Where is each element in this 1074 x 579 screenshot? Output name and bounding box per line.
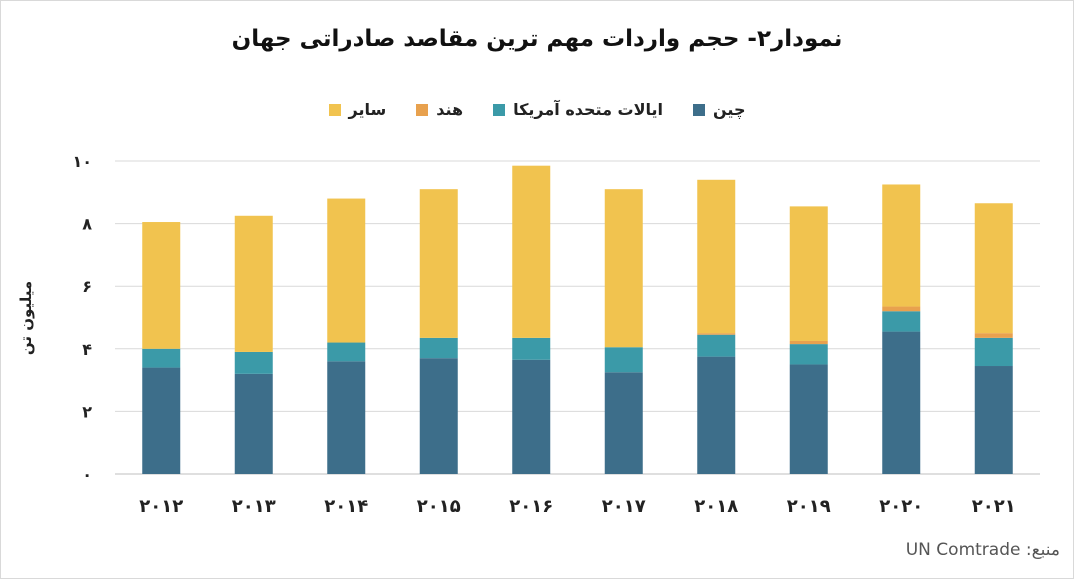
bar-segment <box>512 337 551 360</box>
legend-item: سایر <box>328 100 387 119</box>
x-tick-label: ۲۰۲۰ <box>879 496 923 517</box>
y-tick-label: ۱۰ <box>72 152 92 171</box>
x-tick-label: ۲۰۱۳ <box>232 496 276 517</box>
x-tick-label: ۲۰۱۴ <box>324 496 368 517</box>
bar-segment <box>512 165 551 338</box>
bar-segment <box>974 203 1013 334</box>
bar-segment <box>604 372 643 474</box>
bar-segment <box>234 373 273 474</box>
legend-swatch <box>328 103 341 116</box>
x-tick-label: ۲۰۱۹ <box>787 496 831 517</box>
legend-item: چین <box>693 100 746 119</box>
bar-segment <box>974 366 1013 474</box>
legend-label: سایر <box>348 100 387 119</box>
bar-segment <box>234 215 273 352</box>
chart-title: نمودار۲- حجم واردات مهم ترین مقاصد صادرا… <box>231 26 843 52</box>
source-note: منبع: UN Comtrade <box>905 540 1060 560</box>
bar-segment <box>234 351 273 374</box>
y-tick-label: ۸ <box>82 215 92 234</box>
x-tick-label: ۲۰۱۲ <box>139 496 183 517</box>
bar-segment <box>789 364 828 474</box>
bar-segment <box>604 347 643 373</box>
x-tick-label: ۲۰۲۱ <box>972 496 1016 517</box>
bar-segment <box>697 334 736 357</box>
legend-label: چین <box>713 100 746 119</box>
bar-segment <box>512 359 551 474</box>
legend: چین ایالات متحده آمریکا هند سایر <box>0 100 1074 119</box>
x-tick-label: ۲۰۱۸ <box>694 496 738 517</box>
legend-swatch <box>493 103 506 116</box>
bar-segment <box>142 367 181 474</box>
y-tick-label: ۰ <box>82 465 92 484</box>
bar-segment <box>882 184 921 307</box>
bar-segment <box>882 311 921 332</box>
bar-segment <box>974 333 1013 338</box>
bar-segment <box>142 348 181 368</box>
bar-segment <box>697 179 736 334</box>
bar-segment <box>142 222 181 349</box>
bar-segment <box>882 306 921 312</box>
bar-segment <box>419 358 458 474</box>
bar-segment <box>327 361 366 474</box>
bar-segment <box>789 340 828 345</box>
bar-segment <box>789 344 828 365</box>
y-tick-label: ۲ <box>82 402 92 421</box>
legend-swatch <box>693 103 706 116</box>
legend-item: ایالات متحده آمریکا <box>493 100 663 119</box>
x-tick-label: ۲۰۱۷ <box>602 496 646 517</box>
bar-segment <box>604 189 643 348</box>
y-tick-label: ۴ <box>82 340 92 359</box>
bar-segment <box>882 331 921 474</box>
legend-item: هند <box>416 100 463 119</box>
legend-label: هند <box>436 100 464 119</box>
legend-swatch <box>416 103 429 116</box>
bar-segment <box>789 206 828 341</box>
bar-segment <box>974 337 1013 367</box>
x-tick-label: ۲۰۱۵ <box>417 496 461 517</box>
bar-segment <box>419 189 458 338</box>
bar-segment <box>419 337 458 359</box>
x-tick-label: ۲۰۱۶ <box>509 496 553 517</box>
legend-label: ایالات متحده آمریکا <box>513 100 664 119</box>
bar-segment <box>327 198 366 343</box>
y-tick-label: ۶ <box>82 277 92 296</box>
bar-segment <box>697 356 736 474</box>
bar-segment <box>327 342 366 362</box>
bar-segment <box>697 333 736 335</box>
